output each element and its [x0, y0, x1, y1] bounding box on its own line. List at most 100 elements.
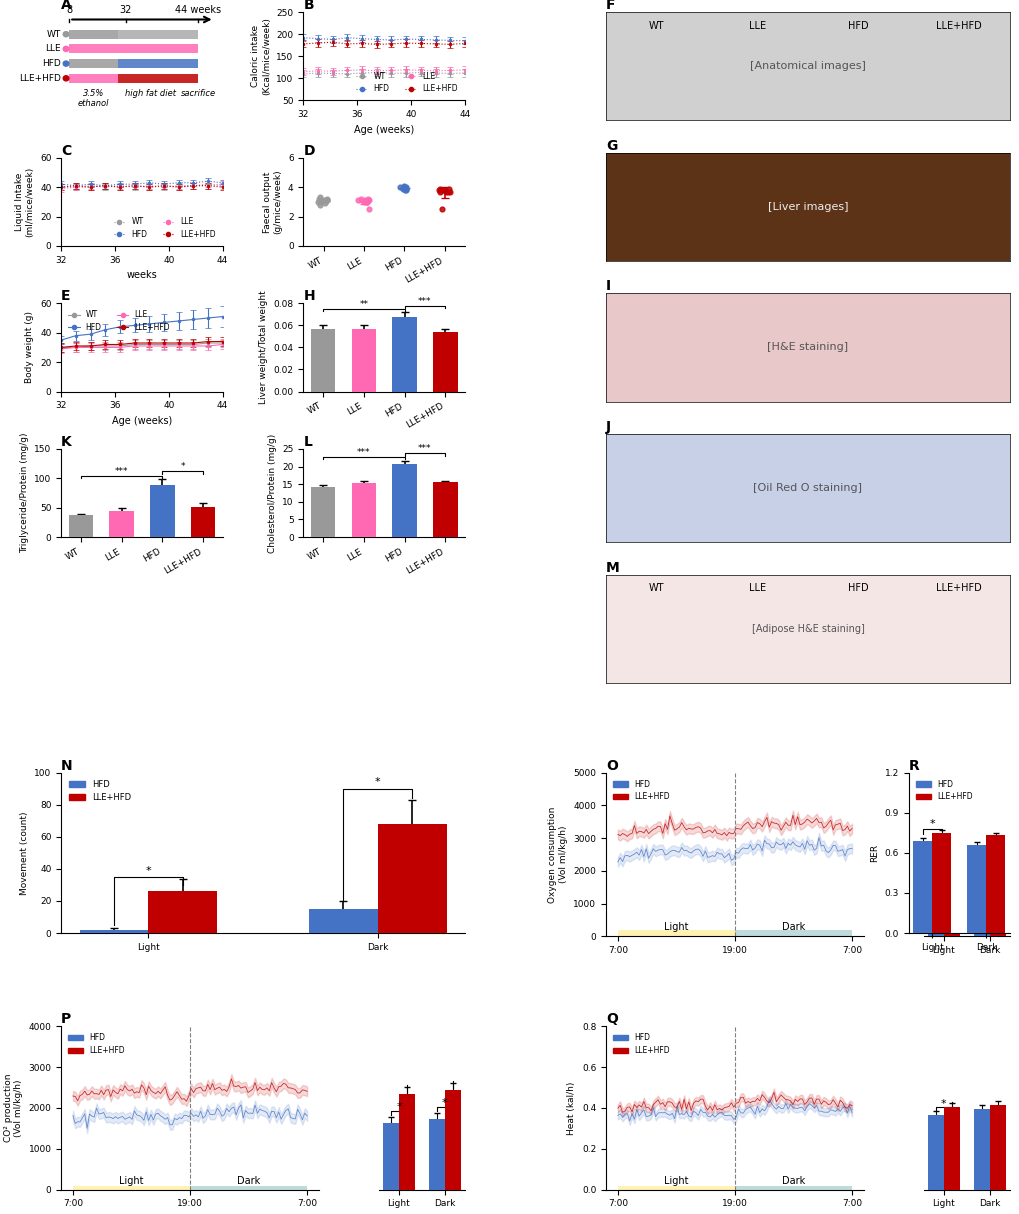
- Text: *: *: [146, 866, 151, 875]
- Bar: [150, 486, 174, 537]
- Point: [350, 191, 366, 210]
- Text: ***: ***: [418, 444, 431, 453]
- Bar: [966, 845, 985, 934]
- Text: C: C: [61, 143, 71, 158]
- Point: [436, 181, 452, 200]
- Bar: [382, 1123, 398, 1190]
- Point: [357, 191, 373, 210]
- Point: [358, 192, 374, 211]
- Point: [397, 178, 414, 198]
- Bar: [191, 506, 215, 537]
- Text: Light: Light: [119, 1175, 144, 1186]
- Text: LLE: LLE: [46, 45, 61, 53]
- Legend: HFD, LLE+HFD: HFD, LLE+HFD: [65, 777, 135, 806]
- Text: Light: Light: [663, 921, 688, 931]
- Point: [318, 189, 334, 209]
- Text: P: P: [61, 1012, 71, 1026]
- Ellipse shape: [63, 75, 69, 81]
- Point: [440, 182, 457, 202]
- Bar: [392, 464, 417, 537]
- Bar: [618, 1186, 735, 1192]
- Legend: WT, HFD, LLE, LLE+HFD: WT, HFD, LLE, LLE+HFD: [353, 69, 461, 97]
- Ellipse shape: [63, 32, 69, 36]
- Text: HFD: HFD: [847, 583, 868, 594]
- Point: [358, 192, 374, 211]
- Bar: [117, 74, 199, 83]
- Bar: [618, 930, 735, 940]
- Text: N: N: [61, 759, 72, 772]
- X-axis label: weeks: weeks: [126, 271, 157, 280]
- Point: [397, 177, 414, 197]
- Point: [441, 182, 458, 202]
- Bar: [392, 317, 417, 392]
- Bar: [117, 59, 199, 68]
- Bar: [311, 487, 335, 537]
- Point: [353, 189, 369, 209]
- Text: *: *: [441, 1099, 447, 1108]
- Bar: [69, 74, 117, 83]
- Point: [312, 192, 328, 211]
- Bar: [973, 847, 988, 936]
- Text: sacrifice: sacrifice: [180, 89, 216, 97]
- Point: [431, 182, 447, 202]
- Text: [Oil Red O staining]: [Oil Red O staining]: [753, 483, 862, 493]
- Text: WT: WT: [648, 21, 663, 30]
- Point: [360, 189, 376, 209]
- Text: *: *: [395, 1102, 401, 1112]
- Text: ***: ***: [418, 296, 431, 306]
- Point: [317, 193, 333, 212]
- Point: [431, 178, 447, 198]
- Bar: [352, 483, 376, 537]
- Text: ***: ***: [115, 467, 128, 476]
- Point: [356, 192, 372, 211]
- Text: LLE+HFD: LLE+HFD: [935, 21, 981, 30]
- Text: LLE+HFD: LLE+HFD: [935, 583, 981, 594]
- Y-axis label: Liquid Intake
(ml/mice/week): Liquid Intake (ml/mice/week): [15, 166, 35, 237]
- Y-axis label: Liver weight/Total weight: Liver weight/Total weight: [259, 290, 268, 404]
- Text: *: *: [941, 832, 946, 841]
- Text: WT: WT: [648, 583, 663, 594]
- Text: LLE+HFD: LLE+HFD: [19, 74, 61, 83]
- Y-axis label: RER: RER: [869, 844, 878, 862]
- Text: H: H: [303, 289, 315, 304]
- Text: HFD: HFD: [847, 21, 868, 30]
- Text: [H&E staining]: [H&E staining]: [766, 342, 848, 352]
- Text: G: G: [605, 138, 616, 153]
- Text: LLE: LLE: [748, 21, 765, 30]
- Text: [Liver images]: [Liver images]: [767, 202, 848, 211]
- Legend: HFD, LLE+HFD: HFD, LLE+HFD: [912, 777, 975, 805]
- Text: high fat diet: high fat diet: [124, 89, 175, 97]
- X-axis label: Age (weeks): Age (weeks): [112, 416, 172, 426]
- Text: HFD: HFD: [43, 59, 61, 68]
- Text: R: R: [908, 759, 919, 772]
- Bar: [433, 331, 458, 392]
- Bar: [79, 930, 148, 934]
- Bar: [927, 1116, 943, 1190]
- Bar: [985, 835, 1005, 934]
- Y-axis label: Triglyceride/Protein (mg/g): Triglyceride/Protein (mg/g): [19, 432, 29, 554]
- Y-axis label: Caloric intake
(Kcal/mice/week): Caloric intake (Kcal/mice/week): [252, 17, 271, 95]
- Text: Dark: Dark: [782, 921, 804, 931]
- Text: 32: 32: [119, 5, 131, 15]
- Text: LLE: LLE: [748, 583, 765, 594]
- Point: [431, 181, 447, 200]
- Legend: WT, HFD, LLE, LLE+HFD: WT, HFD, LLE, LLE+HFD: [111, 214, 219, 242]
- Point: [397, 181, 414, 200]
- Text: E: E: [61, 289, 70, 304]
- Legend: HFD, LLE+HFD: HFD, LLE+HFD: [609, 777, 673, 805]
- Bar: [68, 516, 93, 537]
- Text: *: *: [375, 777, 380, 788]
- Ellipse shape: [63, 61, 69, 67]
- Bar: [117, 45, 199, 53]
- Text: I: I: [605, 279, 610, 294]
- Bar: [931, 833, 951, 934]
- Y-axis label: Heat (kal/h): Heat (kal/h): [567, 1082, 576, 1135]
- Point: [391, 177, 408, 197]
- Y-axis label: Movement (count): Movement (count): [19, 811, 29, 895]
- Bar: [988, 828, 1005, 936]
- Point: [311, 188, 327, 208]
- Bar: [433, 482, 458, 537]
- Text: [Adipose H&E staining]: [Adipose H&E staining]: [751, 624, 863, 634]
- Text: *: *: [986, 824, 991, 834]
- Text: Q: Q: [605, 1012, 618, 1026]
